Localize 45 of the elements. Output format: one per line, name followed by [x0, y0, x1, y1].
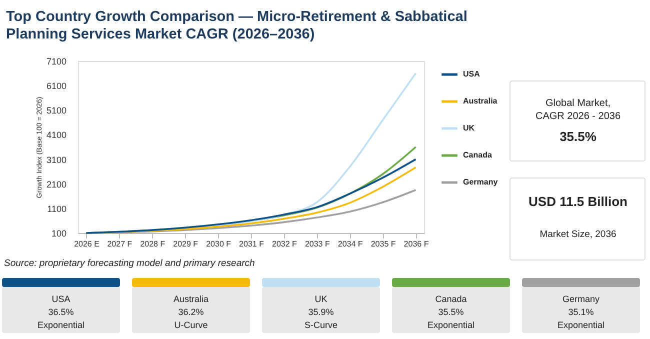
text: Australia — [173, 294, 209, 304]
text: 36.2% — [178, 307, 204, 317]
x-tick-label: 2027 F — [107, 240, 132, 248]
x-tick-label: 2026 E — [74, 240, 100, 248]
x-tick-label: 2035 F — [370, 240, 396, 248]
x-tick-label: 2028 F — [140, 240, 166, 248]
text: 35.5% — [438, 307, 464, 317]
x-tick-label: 2032 F — [272, 240, 298, 248]
text: Market Size, 2036 — [540, 229, 616, 240]
x-tick-label: 2036 F — [404, 240, 429, 248]
x-tick-label: 2030 F — [206, 240, 232, 248]
y-tick-label: 5100 — [46, 106, 66, 116]
y-tick-label: 2100 — [46, 179, 66, 190]
text: Exponential — [557, 320, 605, 330]
legend-label: Canada — [463, 150, 492, 160]
text: Canada — [435, 294, 467, 304]
text: UK — [314, 294, 328, 304]
text: Exponential — [37, 320, 85, 330]
text: USA — [52, 294, 70, 304]
source-note: Source: proprietary forecasting model and primary research — [4, 258, 255, 269]
x-tick-label: 2034 F — [338, 240, 363, 248]
y-tick-label: 1100 — [47, 204, 66, 214]
text: 35.9% — [308, 307, 334, 317]
chart-title: Top Country Growth Comparison — Micro-Retirement & Sabbatical Planning Services Market CAGR (2026–2036) — [6, 9, 468, 42]
y-tick-label: 100 — [51, 228, 66, 238]
text: Exponential — [427, 320, 475, 330]
legend-label: USA — [463, 70, 480, 78]
x-tick-label: 2033 F — [304, 240, 330, 248]
legend-label: Australia — [463, 96, 498, 106]
x-tick-label: 2031 F — [239, 240, 264, 248]
text: U-Curve — [174, 320, 208, 330]
text: 35.1% — [568, 307, 594, 317]
text: 35.5% — [560, 129, 597, 144]
text: USD 11.5 Billion — [528, 194, 628, 209]
text: Germany — [562, 294, 600, 304]
y-tick-label: 6100 — [46, 81, 66, 92]
y-tick-label: 7100 — [46, 56, 66, 66]
y-tick-label: 3100 — [46, 154, 66, 165]
text: 36.5% — [48, 307, 74, 317]
legend-label: Germany — [463, 178, 498, 186]
legend-label: UK — [463, 124, 475, 132]
text: S-Curve — [304, 320, 338, 330]
x-tick-label: 2029 F — [173, 240, 198, 248]
text: Global Market, CAGR 2026 - 2036 — [535, 98, 621, 122]
y-tick-label: 4100 — [46, 130, 66, 140]
